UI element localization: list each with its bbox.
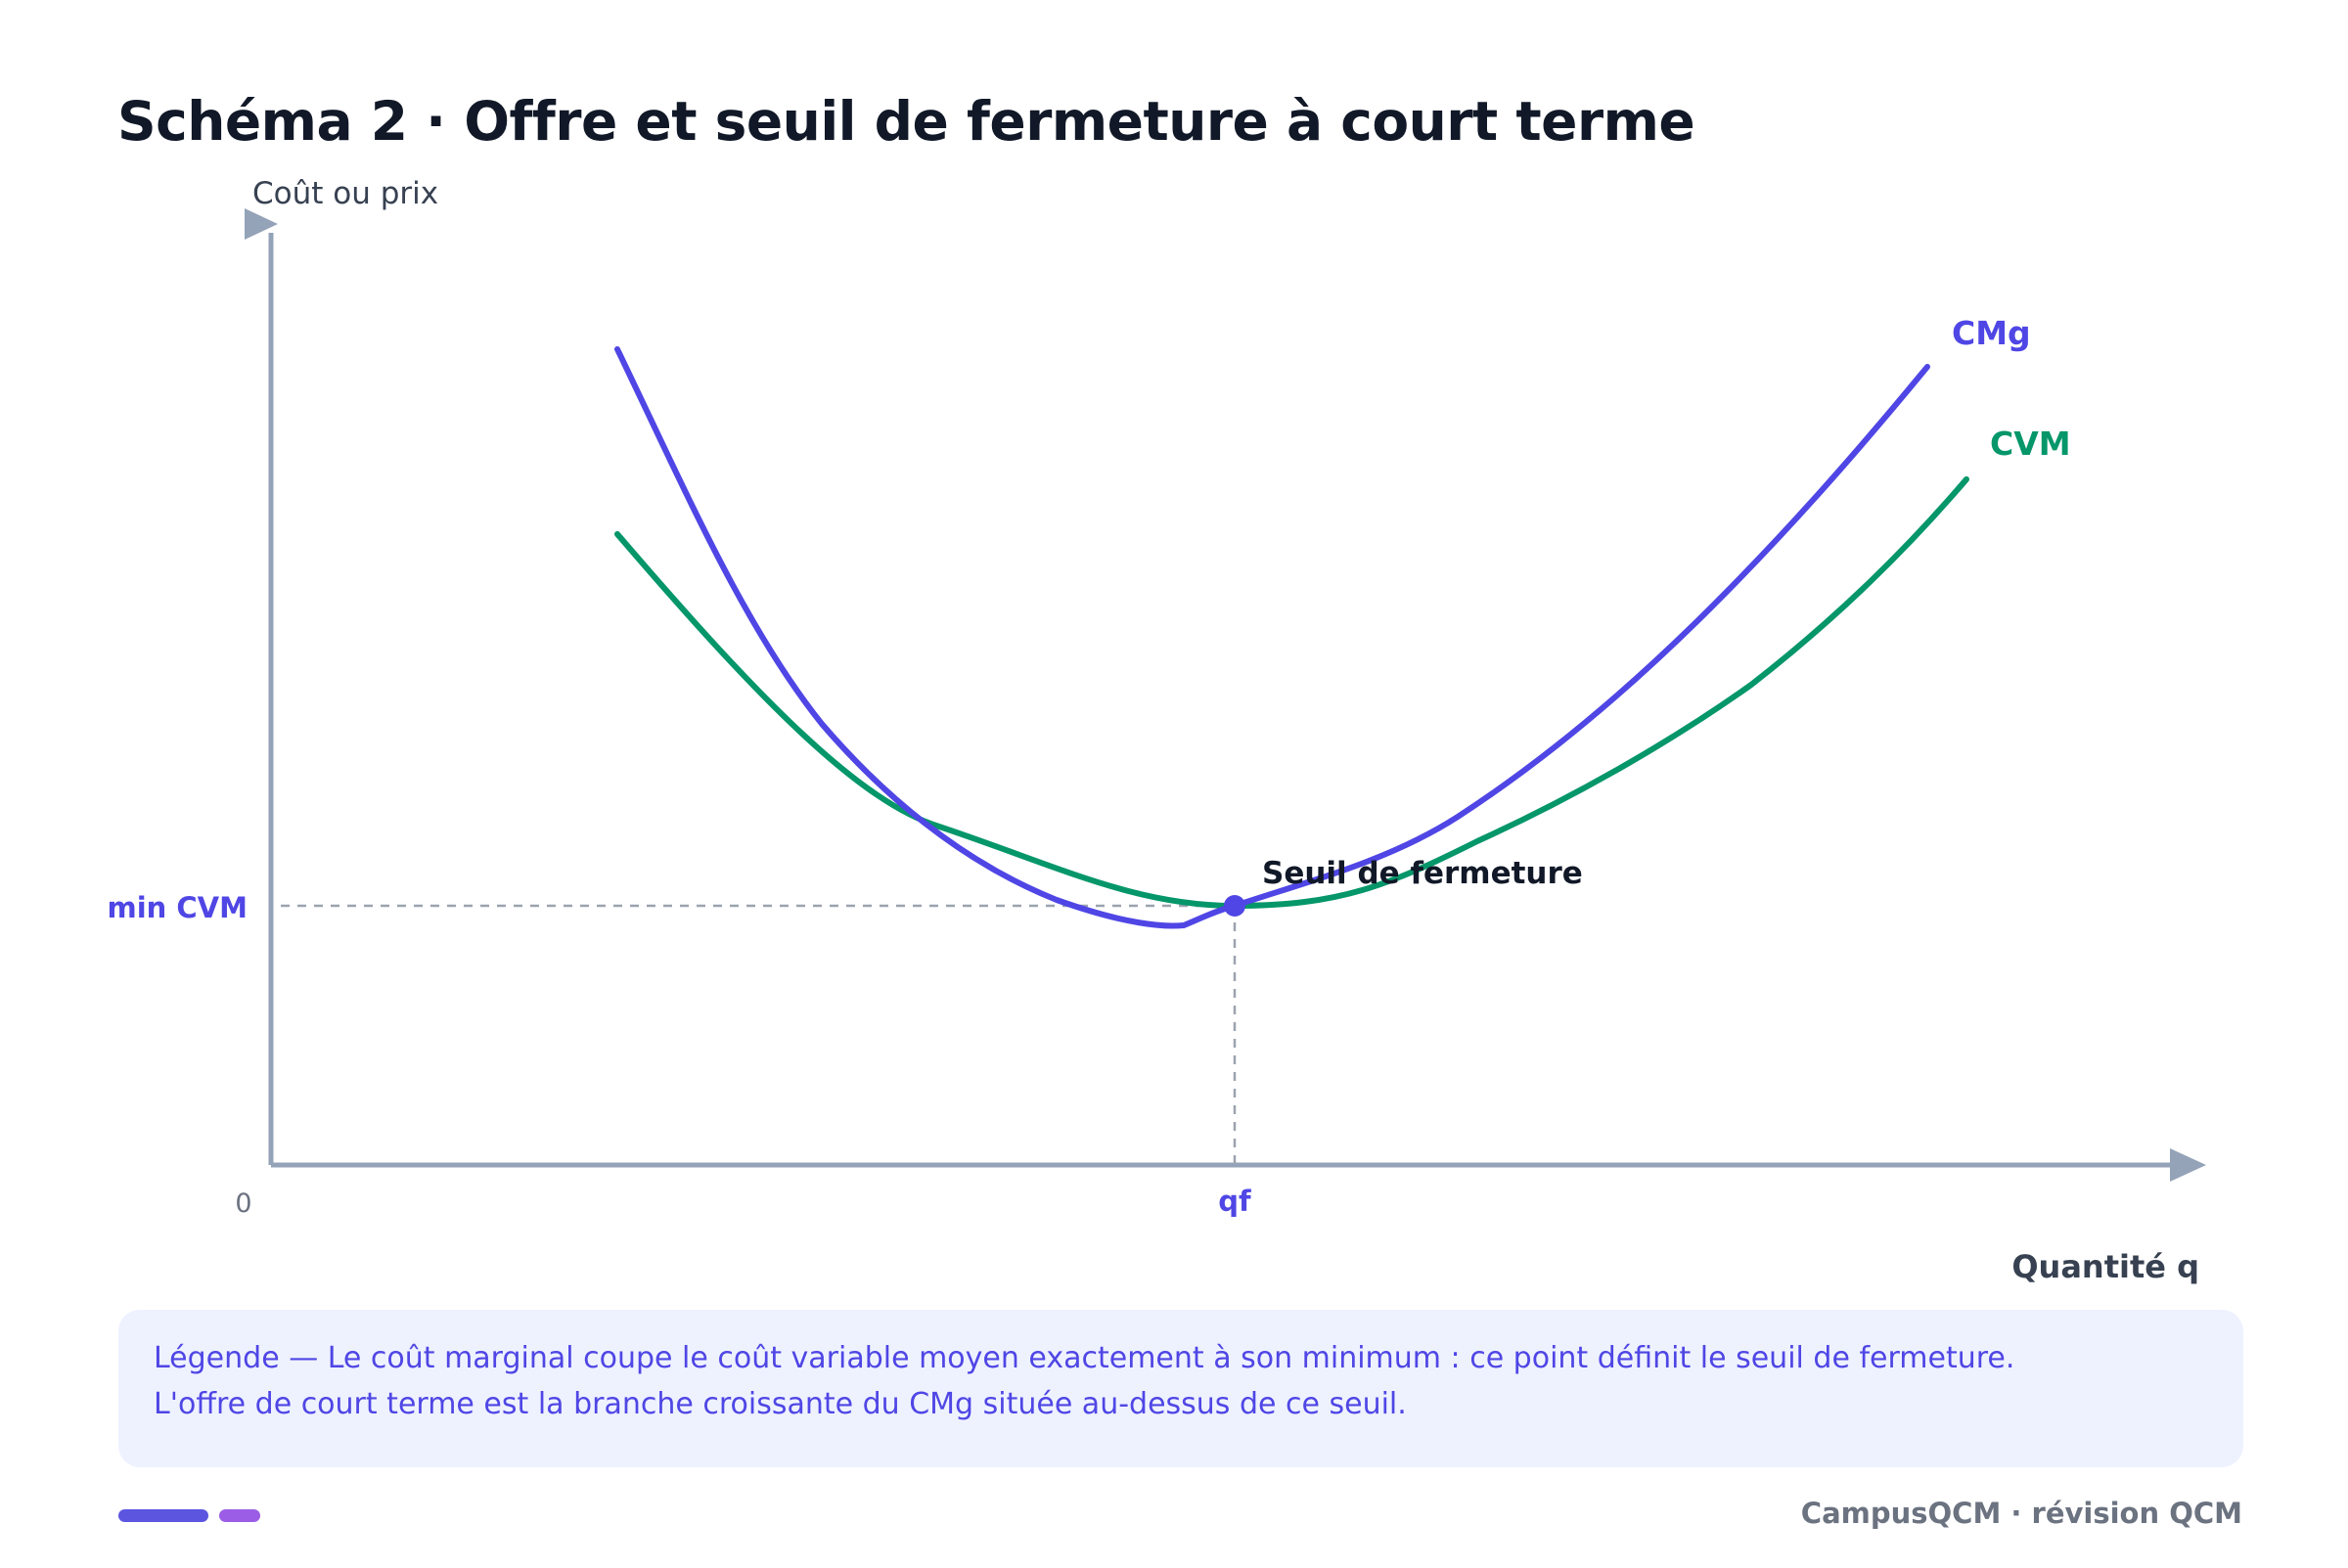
y-axis-arrow <box>245 208 278 240</box>
legend-line-1: Légende — Le coût marginal coupe le coût… <box>154 1341 2015 1375</box>
cmg-curve-label: CMg <box>1952 314 2031 352</box>
footer-accent-bar-small <box>219 1509 260 1522</box>
page-title: Schéma 2 · Offre et seuil de fermeture à… <box>117 90 1695 153</box>
footer-brand: CampusQCM · révision QCM <box>1800 1497 2242 1530</box>
seuil-point <box>1224 895 1245 917</box>
x-axis-arrow <box>2170 1148 2206 1182</box>
qf-tick-label: qf <box>1218 1185 1251 1218</box>
cvm-curve <box>614 476 1969 910</box>
legend-text: Légende — Le coût marginal coupe le coût… <box>154 1335 2014 1427</box>
legend-line-2: L'offre de court terme est la branche cr… <box>154 1387 1407 1421</box>
cvm-curve-label: CVM <box>1990 425 2071 463</box>
legend-box: Légende — Le coût marginal coupe le coût… <box>118 1310 2243 1467</box>
min-cvm-tick-label: min CVM <box>108 891 248 924</box>
cmg-curve <box>614 346 1930 929</box>
y-axis-label: Coût ou prix <box>252 176 438 211</box>
seuil-label: Seuil de fermeture <box>1262 856 1583 891</box>
x-axis-label: Quantité q <box>2011 1248 2199 1285</box>
footer-accent-bar <box>118 1509 208 1522</box>
origin-label: 0 <box>235 1188 251 1219</box>
